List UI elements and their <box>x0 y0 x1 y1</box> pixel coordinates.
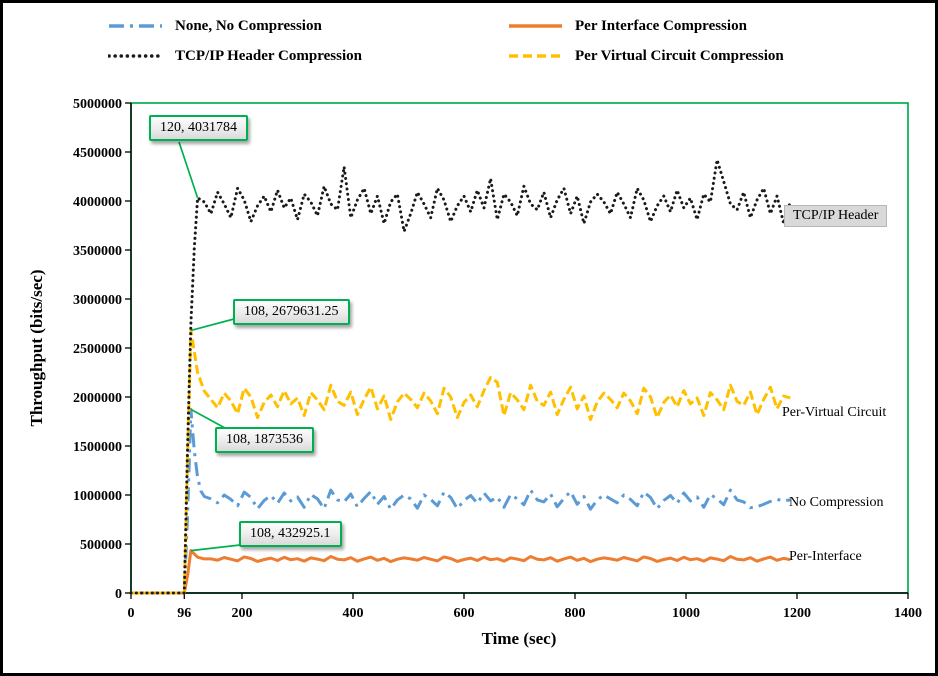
series-line <box>131 407 791 595</box>
y-tick-label: 1000000 <box>73 489 122 504</box>
series-line <box>131 328 791 595</box>
legend-item-per-interface: Per Interface Compression <box>508 13 747 39</box>
legend-line-sample-icon <box>509 24 562 28</box>
y-axis-title: Throughput (bits/sec) <box>27 269 46 427</box>
annotation-callout-pvc-peak: 108, 2679631.25 <box>233 299 350 325</box>
series-line <box>129 158 792 595</box>
legend-line-sample-icon <box>109 24 162 28</box>
y-tick-label: 1500000 <box>73 440 122 455</box>
x-tick-label: 400 <box>343 606 364 621</box>
y-tick-label: 3000000 <box>73 293 122 308</box>
series-label-per-interface: Per-Interface <box>789 549 862 564</box>
legend-label: Per Virtual Circuit Compression <box>575 47 784 64</box>
annotation-callout-none-peak: 108, 1873536 <box>215 427 314 453</box>
callout-leader-line <box>190 544 241 552</box>
annotation-callout-tcp-peak: 120, 4031784 <box>149 115 248 141</box>
legend-line-sample-icon <box>108 54 163 58</box>
legend-item-none-no-compression: None, No Compression <box>108 13 322 39</box>
series-line <box>131 549 791 595</box>
legend-item-per-virtual-circuit: Per Virtual Circuit Compression <box>508 43 784 69</box>
x-tick-label: 0 <box>128 606 135 621</box>
x-axis-title: Time (sec) <box>481 629 557 648</box>
x-tick-label: 600 <box>454 606 475 621</box>
y-tick-label: 500000 <box>80 538 122 553</box>
series-label-no-compression: No Compression <box>789 495 884 510</box>
legend-label: Per Interface Compression <box>575 17 747 34</box>
y-tick-label: 3500000 <box>73 244 122 259</box>
series-label-per-virtual-circuit: Per-Virtual Circuit <box>782 405 887 420</box>
series-label-tcp-header: TCP/IP Header <box>784 205 888 227</box>
x-tick-label: 200 <box>232 606 253 621</box>
y-tick-label: 2500000 <box>73 342 122 357</box>
x-tick-label: 800 <box>565 606 586 621</box>
legend-line-sample-icon <box>509 54 562 58</box>
x-tick-label: 1000 <box>672 606 700 621</box>
y-tick-label: 4000000 <box>73 195 122 210</box>
y-tick-label: 0 <box>115 587 122 602</box>
annotation-callout-perif-peak: 108, 432925.1 <box>239 521 342 547</box>
throughput-chart: 0 500000 1000000 1500000 2000000 2500000 30000… <box>73 97 922 621</box>
plot-border <box>130 102 909 594</box>
callout-leader-line <box>178 141 199 199</box>
legend-label: None, No Compression <box>175 17 322 34</box>
callout-leader-line <box>190 408 226 429</box>
legend-item-tcpip-header: TCP/IP Header Compression <box>108 43 362 69</box>
callout-leader-line <box>190 318 235 332</box>
x-tick-label: 1400 <box>894 606 922 621</box>
legend-label: TCP/IP Header Compression <box>175 47 362 64</box>
y-tick-label: 5000000 <box>73 97 122 112</box>
y-tick-label: 2000000 <box>73 391 122 406</box>
y-tick-label: 4500000 <box>73 146 122 161</box>
x-tick-label: 96 <box>177 606 191 621</box>
x-tick-label: 1200 <box>783 606 811 621</box>
